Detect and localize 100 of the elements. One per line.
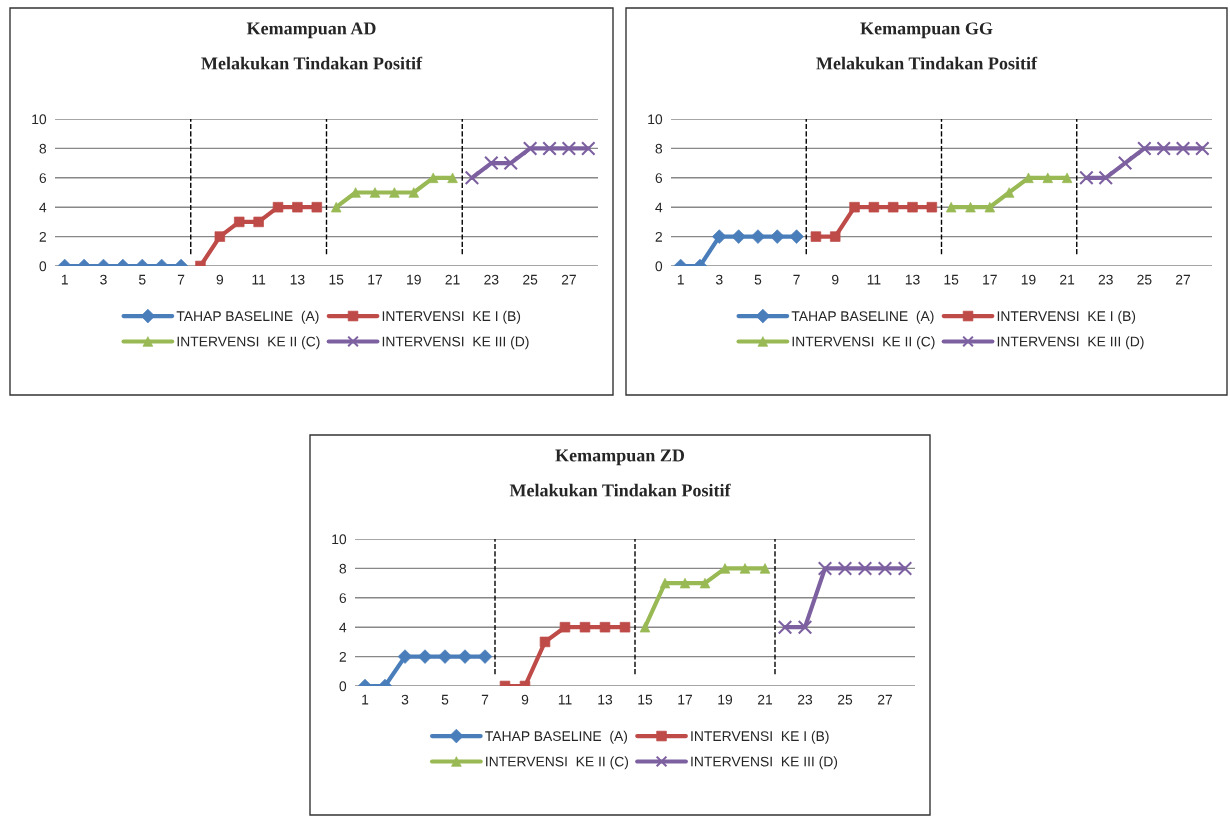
x-tick-label: 21 — [445, 274, 460, 285]
y-tick-label: 0 — [339, 681, 347, 692]
point — [1117, 155, 1133, 171]
legend-label: INTERVENSI KE I (B) — [997, 310, 1136, 324]
point — [797, 619, 813, 635]
x-tick-label: 5 — [441, 694, 449, 705]
y-tick-label: 6 — [655, 173, 663, 183]
x-tick-label: 23 — [797, 694, 813, 705]
point — [484, 155, 499, 171]
y-tick-label: 8 — [39, 143, 47, 154]
point — [750, 229, 766, 244]
y-tick-label: 10 — [332, 534, 347, 545]
x-tick-label: 23 — [1098, 274, 1113, 285]
x-tick-label: 7 — [177, 274, 185, 285]
x-tick-label: 25 — [523, 274, 538, 285]
point — [619, 621, 631, 633]
legend-label: INTERVENSI KE II (C) — [486, 756, 629, 770]
chart-title: Kemampuan ZD — [555, 449, 685, 466]
x-tick-label: 9 — [832, 274, 839, 285]
y-tick-label: 6 — [339, 593, 347, 603]
x-tick-label: 11 — [252, 274, 266, 285]
y-tick-label: 2 — [339, 651, 346, 662]
legend-label: INTERVENSI KE III (D) — [691, 756, 838, 770]
x-tick-label: 3 — [715, 274, 723, 285]
chart-subtitle: Melakukan Tindakan Positif — [201, 56, 423, 70]
y-tick-label: 4 — [655, 202, 663, 213]
x-tick-label: 7 — [793, 274, 800, 285]
point — [837, 561, 853, 576]
point — [581, 141, 596, 156]
x-tick-label: 23 — [484, 274, 499, 285]
x-tick-label: 15 — [944, 274, 959, 285]
x-tick-label: 25 — [1137, 274, 1152, 285]
y-tick-label: 10 — [32, 114, 47, 125]
point — [417, 649, 433, 664]
legend-label: INTERVENSI KE III (D) — [997, 336, 1144, 350]
point — [1156, 141, 1171, 156]
legend-label: TAHAP BASELINE (A) — [791, 310, 934, 324]
x-tick-label: 7 — [481, 694, 489, 705]
y-tick-label: 4 — [39, 202, 47, 213]
x-tick-label: 19 — [718, 694, 733, 705]
x-tick-label: 17 — [368, 274, 383, 285]
legend-label: INTERVENSI KE II (C) — [792, 336, 935, 350]
x-tick-label: 9 — [521, 694, 529, 705]
x-tick-label: 19 — [407, 274, 421, 285]
point — [857, 561, 873, 576]
x-tick-label: 5 — [138, 274, 146, 285]
point — [272, 201, 284, 213]
point — [503, 155, 519, 171]
x-tick-label: 1 — [362, 694, 369, 705]
chart-title: Kemampuan GG — [860, 22, 993, 39]
point — [1175, 141, 1191, 156]
x-tick-label: 27 — [561, 274, 576, 285]
x-tick-label: 3 — [401, 694, 409, 705]
x-tick-label: 19 — [1021, 274, 1036, 285]
x-tick-label: 25 — [837, 694, 853, 705]
x-tick-label: 27 — [1175, 274, 1191, 285]
x-tick-label: 13 — [598, 694, 613, 705]
x-tick-label: 17 — [983, 274, 997, 285]
x-tick-label: 13 — [905, 274, 920, 285]
point — [542, 141, 557, 156]
y-tick-label: 2 — [39, 231, 46, 242]
legend-label: TAHAP BASELINE (A) — [485, 730, 628, 744]
x-tick-label: 3 — [100, 274, 107, 285]
x-tick-label: 1 — [61, 274, 68, 285]
x-tick-label: 1 — [677, 274, 684, 285]
y-tick-label: 8 — [339, 563, 347, 574]
x-tick-label: 15 — [329, 274, 344, 285]
point — [1098, 170, 1114, 186]
y-tick-label: 8 — [655, 143, 663, 154]
legend-label: TAHAP BASELINE (A) — [176, 310, 319, 324]
x-tick-label: 27 — [877, 694, 893, 705]
x-tick-label: 21 — [1060, 274, 1075, 285]
point — [777, 619, 793, 635]
y-tick-label: 10 — [648, 114, 663, 125]
legend-label: INTERVENSI KE I (B) — [382, 310, 521, 324]
x-tick-label: 11 — [558, 694, 572, 705]
point — [1079, 170, 1094, 186]
x-tick-label: 11 — [867, 274, 881, 285]
legend-label: INTERVENSI KE II (C) — [177, 336, 320, 350]
x-tick-label: 9 — [216, 274, 224, 285]
point — [877, 561, 893, 576]
chart-subtitle: Melakukan Tindakan Positif — [816, 56, 1038, 70]
y-tick-label: 0 — [655, 261, 663, 272]
point — [311, 201, 323, 213]
legend-label: INTERVENSI KE I (B) — [691, 730, 829, 744]
chart-subtitle: Melakukan Tindakan Positif — [509, 483, 731, 497]
y-tick-label: 4 — [339, 622, 347, 633]
point — [561, 141, 577, 156]
point — [1195, 141, 1210, 156]
x-tick-label: 21 — [757, 694, 773, 705]
point — [897, 561, 913, 576]
point — [1137, 141, 1152, 156]
point — [817, 561, 833, 576]
chart-title: Kemampuan AD — [246, 22, 376, 39]
y-tick-label: 0 — [39, 261, 47, 272]
x-tick-label: 17 — [678, 694, 693, 705]
point — [522, 141, 538, 156]
x-tick-label: 15 — [638, 694, 653, 705]
point — [464, 170, 480, 186]
point — [926, 201, 938, 213]
